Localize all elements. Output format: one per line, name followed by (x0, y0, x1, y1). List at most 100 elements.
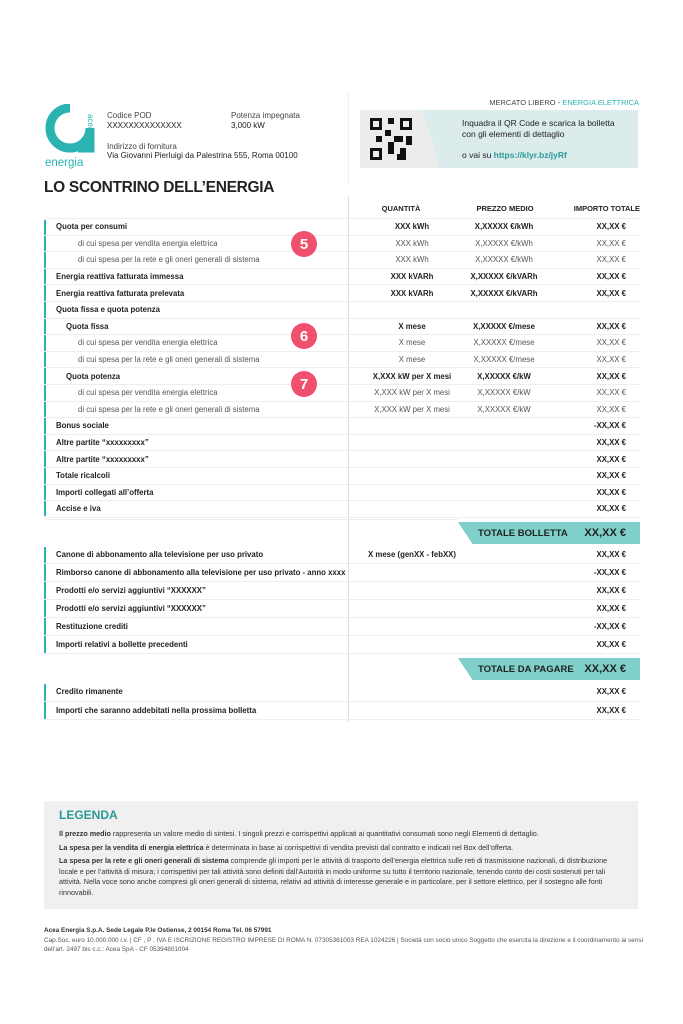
row-label: Energia reattiva fatturata immessa (56, 272, 184, 282)
group-2-accent-bar (44, 547, 46, 654)
header-divider (348, 92, 349, 182)
qr-link-line: o vai su https://klyr.bz/jyRf (462, 150, 567, 160)
row-quantity: X,XXX kW per X mesi (374, 388, 450, 398)
column-prezzo-medio: PREZZO MEDIO (476, 204, 534, 213)
row-quantity: X mese (398, 355, 426, 365)
row-label: di cui spesa per la rete e gli oneri gen… (78, 404, 260, 414)
qr-line-1: Inquadra il QR Code e scarica la bollett… (462, 118, 615, 128)
row-price: X,XXXXX €/mese (473, 355, 535, 365)
row-total: XX,XX € (596, 705, 626, 715)
table-group-1: Quota per consumi XXX kWh X,XXXXX €/kWh XX,… (44, 219, 640, 518)
table-row: Quota potenza X,XXX kW per X mesi X,XXXXX … (44, 368, 640, 385)
row-price: X,XXXXX €/kW (477, 404, 531, 414)
row-label: Altre partite “xxxxxxxxx” (56, 454, 149, 464)
row-label: di cui spesa per vendita energia elettri… (78, 238, 218, 248)
row-total: XX,XX € (596, 288, 626, 298)
potenza-label: Potenza impegnata (231, 111, 300, 120)
row-price: X,XXXXX €/kW (477, 371, 531, 381)
row-total: XX,XX € (596, 404, 626, 414)
badge-7: 7 (291, 371, 317, 397)
table-row: Totale ricalcoli XX,XX € (44, 468, 640, 485)
table-row: Prodotti e/o servizi aggiuntivi “XXXXXX”… (44, 582, 640, 600)
qr-line-2: con gli elementi di dettaglio (462, 129, 565, 139)
legenda-p1-bold: Il prezzo medio (59, 829, 111, 838)
row-total: XX,XX € (596, 487, 626, 497)
column-importo-totale: IMPORTO TOTALE (573, 204, 640, 213)
table-row: Accise e iva XX,XX € (44, 501, 640, 518)
acea-energia-logo: acea energia (45, 104, 95, 169)
table-row: Prodotti e/o servizi aggiuntivi “XXXXXX”… (44, 600, 640, 618)
row-label: di cui spesa per vendita energia elettri… (78, 388, 218, 398)
row-total: XX,XX € (596, 338, 626, 348)
row-label: Accise e iva (56, 504, 101, 514)
legenda-p1: Il prezzo medio rappresenta un valore me… (59, 829, 623, 840)
row-label: Totale ricalcoli (56, 471, 111, 481)
rule (44, 519, 458, 520)
row-label: Quota per consumi (56, 222, 128, 232)
row-total: XX,XX € (596, 238, 626, 248)
legenda-p3-text: comprende gli importi per le attività di… (59, 856, 608, 897)
footer-company: Acea Energia S.p.A. Sede Legale P.le Ost… (44, 927, 272, 934)
table-row: Bonus sociale -XX,XX € (44, 418, 640, 435)
potenza-value: 3,000 kW (231, 121, 265, 130)
row-label: Quota fissa e quota potenza (56, 305, 160, 315)
row-price: X,XXXXX €/kVARh (470, 272, 538, 282)
table-row: di cui spesa per la rete e gli oneri gen… (44, 402, 640, 419)
table-row: Altre partite “xxxxxxxxx” XX,XX € (44, 451, 640, 468)
row-label: Quota potenza (66, 371, 121, 381)
row-label: Prodotti e/o servizi aggiuntivi “XXXXXX” (56, 604, 206, 613)
table-group-2: Canone di abbonamento alla televisione p… (44, 546, 640, 654)
group-3-accent-bar (44, 684, 46, 720)
totale-bolletta-band: TOTALE BOLLETTA XX,XX € (458, 522, 640, 544)
table-row: Energia reattiva fatturata prelevata XXX … (44, 285, 640, 302)
table-row: Quota per consumi XXX kWh X,XXXXX €/kWh XX,… (44, 219, 640, 236)
row-price: X,XXXXX €/kVARh (470, 288, 538, 298)
row-total: XX,XX € (596, 550, 626, 559)
row-total: -XX,XX € (593, 421, 626, 431)
address-label: Indirizzo di fornitura (107, 142, 177, 151)
row-quantity: X mese (genXX - febXX) (368, 550, 456, 559)
row-label: di cui spesa per la rete e gli oneri gen… (78, 355, 260, 365)
row-quantity: X,XXX kW per X mesi (374, 404, 450, 414)
row-label: Importi relativi a bollette precedenti (56, 640, 188, 649)
qr-code-icon (370, 118, 412, 160)
qr-link[interactable]: https://klyr.bz/jyRf (493, 150, 567, 160)
table-row: Credito rimanente XX,XX € (44, 683, 640, 702)
legenda-p1-text: rappresenta un valore medio di sintesi. … (110, 829, 539, 838)
row-quantity: X,XXX kW per X mesi (372, 371, 452, 381)
legenda-p2-bold: La spesa per la vendita di energia elett… (59, 842, 204, 852)
row-price: X,XXXXX €/kWh (475, 238, 533, 248)
row-label: Quota fissa (66, 321, 109, 331)
row-total: -XX,XX € (593, 622, 626, 631)
pod-value: XXXXXXXXXXXXXX (107, 121, 182, 130)
row-total: XX,XX € (596, 321, 626, 331)
badge-5: 5 (291, 231, 317, 257)
row-price: X,XXXXX €/kWh (474, 222, 534, 232)
row-total: XX,XX € (596, 604, 626, 613)
table-row: Canone di abbonamento alla televisione p… (44, 546, 640, 564)
table-row: di cui spesa per vendita energia elettri… (44, 335, 640, 352)
footer: Acea Energia S.p.A. Sede Legale P.le Ost… (44, 926, 644, 955)
row-total: XX,XX € (596, 222, 626, 232)
totale-bolletta-value: XX,XX € (584, 527, 626, 539)
table-row: Importi relativi a bollette precedenti XX… (44, 636, 640, 654)
market-accent: ENERGIA ELETTRICA (562, 98, 639, 107)
row-quantity: XXX kWh (394, 222, 430, 232)
row-price: X,XXXXX €/kWh (475, 255, 533, 265)
footer-legal: Cap.Soc. euro 10.000.000 i.v. | CF , P .… (44, 936, 644, 954)
row-quantity: XXX kVARh (390, 272, 434, 282)
legenda-p3: La spesa per la rete e gli oneri general… (59, 856, 623, 898)
address-value: Via Giovanni Pierluigi da Palestrina 555… (107, 151, 298, 160)
market-type: MERCATO LIBERO - (489, 98, 563, 107)
qr-link-prefix: o vai su (462, 150, 494, 160)
row-label: di cui spesa per vendita energia elettri… (78, 338, 218, 348)
table-row: di cui spesa per vendita energia elettri… (44, 236, 640, 253)
row-total: XX,XX € (596, 255, 626, 265)
row-quantity: XXX kVARh (390, 288, 434, 298)
legenda-p2-text: è determinata in base ai corrispettivi d… (203, 842, 514, 852)
row-label: Altre partite “xxxxxxxxx” (56, 438, 149, 448)
table-row: Energia reattiva fatturata immessa XXX kV… (44, 269, 640, 286)
table-row: Quota fissa X mese X,XXXXX €/mese XX,XX € (44, 319, 640, 336)
table-row: di cui spesa per la rete e gli oneri gen… (44, 352, 640, 369)
row-price: X,XXXXX €/mese (473, 321, 535, 331)
